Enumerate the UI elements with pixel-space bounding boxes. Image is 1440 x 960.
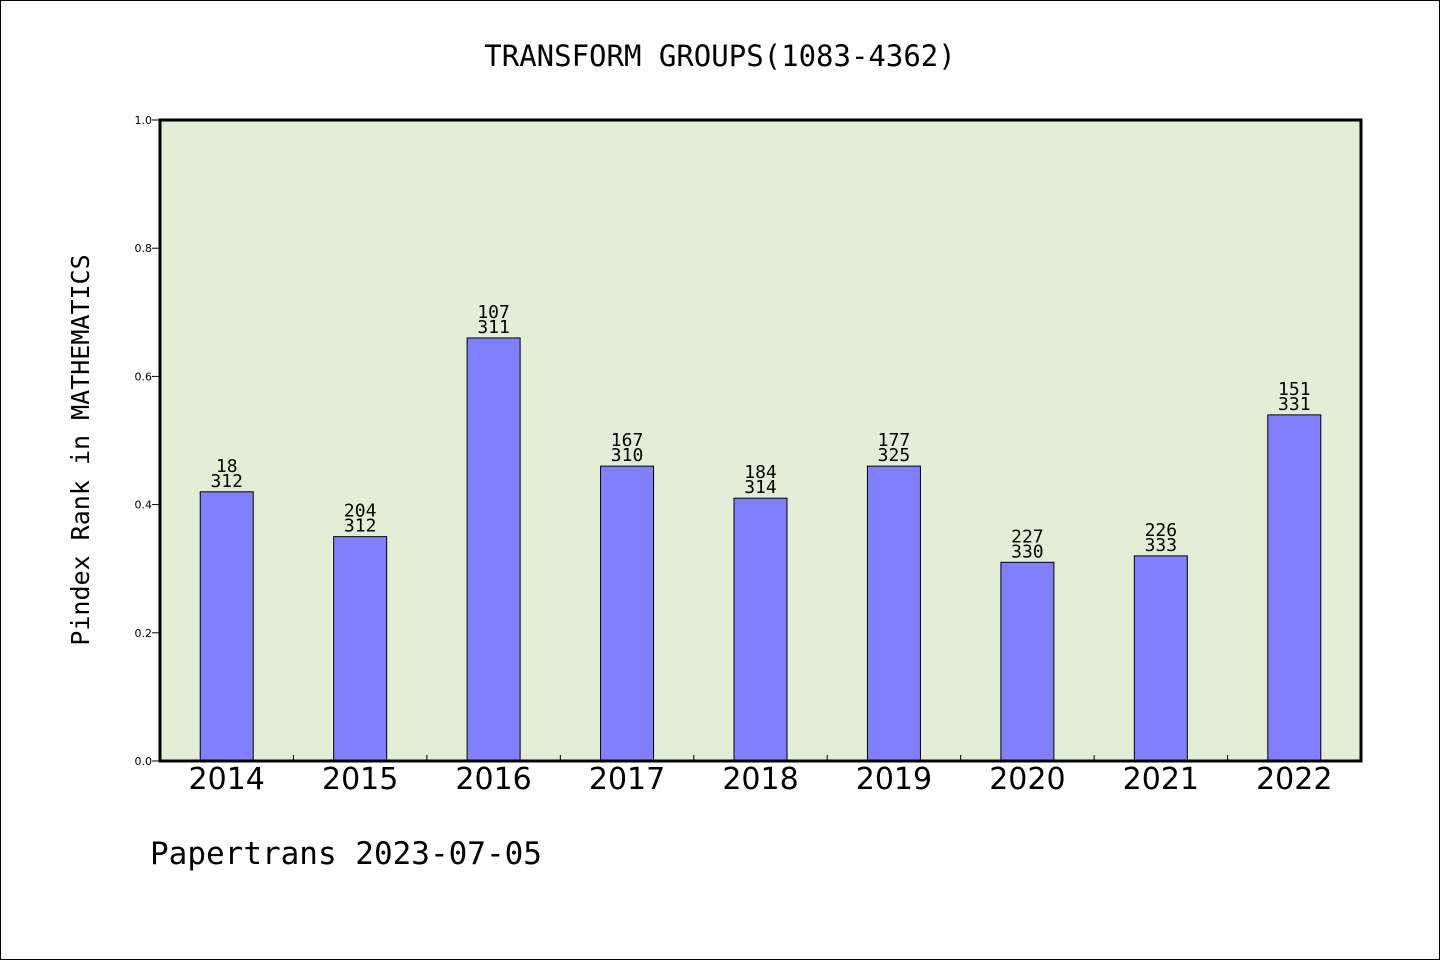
bar <box>866 465 921 762</box>
bar-label-top: 151 <box>1278 379 1311 400</box>
bar-label-bottom: 331 <box>1278 394 1311 415</box>
bar-label-bottom: 310 <box>611 445 644 466</box>
bar-label-top: 227 <box>1011 526 1044 547</box>
y-tick-label: 0.0 <box>135 755 153 768</box>
bar-label-top: 204 <box>344 501 377 522</box>
bar-label-bottom: 314 <box>744 477 777 498</box>
bar-label-bottom: 325 <box>878 445 911 466</box>
bar <box>199 491 254 762</box>
y-tick-label: 1.0 <box>135 114 153 127</box>
y-axis: 0.0 0.2 0.4 0.6 0.8 1.0 <box>135 114 160 768</box>
bar-labels-group: 1831220431210731116731018431417732522733… <box>210 302 1310 562</box>
y-tick-label: 0.6 <box>135 370 153 383</box>
x-tick-label: 2014 <box>189 762 265 797</box>
chart-title: TRANSFORM GROUPS(1083-4362) <box>484 39 955 73</box>
bar-label-top: 177 <box>878 430 911 451</box>
x-tick-label: 2022 <box>1256 762 1332 797</box>
bar-label-top: 18 <box>216 456 238 477</box>
bar-label-bottom: 333 <box>1145 535 1178 556</box>
bar-label-top: 184 <box>744 462 777 483</box>
bar <box>1133 555 1188 762</box>
bar-label-top: 226 <box>1145 520 1178 541</box>
bar <box>600 465 655 762</box>
bar <box>1267 414 1322 762</box>
x-axis: 2014 2015 2016 2017 2018 2019 2020 2021 2022 <box>189 755 1332 797</box>
bar-label-bottom: 311 <box>477 317 510 338</box>
bar <box>1000 561 1055 762</box>
y-tick-label: 0.2 <box>135 627 153 640</box>
x-tick-label: 2019 <box>856 762 932 797</box>
bar <box>333 536 388 762</box>
bar-label-bottom: 312 <box>344 516 377 537</box>
y-axis-label: Pindex Rank in MATHEMATICS <box>66 254 95 645</box>
x-tick-label: 2017 <box>589 762 665 797</box>
x-tick-label: 2021 <box>1123 762 1199 797</box>
y-tick-label: 0.8 <box>135 242 153 255</box>
bar-label-top: 107 <box>477 302 510 323</box>
x-tick-label: 2015 <box>322 762 398 797</box>
bar-label-bottom: 312 <box>210 471 243 492</box>
x-tick-label: 2018 <box>722 762 798 797</box>
bar <box>733 497 788 762</box>
bar-label-top: 167 <box>611 430 644 451</box>
x-tick-label: 2020 <box>989 762 1065 797</box>
plot-border <box>158 118 1363 763</box>
x-tick-label: 2016 <box>455 762 531 797</box>
bar <box>466 337 521 762</box>
y-tick-label: 0.4 <box>135 499 153 512</box>
bars-group <box>199 337 1322 762</box>
bar-label-bottom: 330 <box>1011 541 1044 562</box>
footer-credit: Papertrans 2023-07-05 <box>150 836 542 872</box>
